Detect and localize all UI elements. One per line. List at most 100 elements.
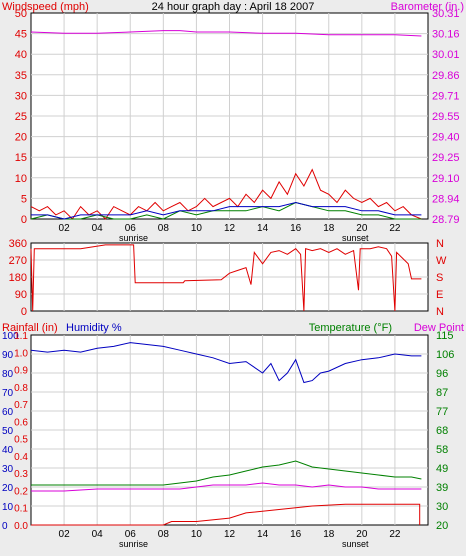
temperature-tick-label: 106 xyxy=(436,349,454,361)
wind-tick-label: 15 xyxy=(15,152,27,164)
rainfall-tick-label: 1.1 xyxy=(14,331,28,342)
x-tick-label: 16 xyxy=(290,223,302,234)
humidity-tick-label: 10 xyxy=(2,502,14,513)
temperature-tick-label: 96 xyxy=(436,368,448,380)
x-tick-label: 06 xyxy=(125,529,137,540)
compass-label: N xyxy=(436,306,444,318)
wind-line-3 xyxy=(31,201,422,220)
rainfall-label: Rainfall (in) xyxy=(2,322,58,334)
direction-tick-label: 90 xyxy=(15,289,27,301)
x-tick-label: 04 xyxy=(92,529,104,540)
humidity-tick-label: 50 xyxy=(2,426,14,437)
rainfall-tick-label: 0.4 xyxy=(14,452,28,463)
dewpoint-label: Dew Point xyxy=(414,322,464,334)
barometer-tick-label: 29.10 xyxy=(432,173,460,185)
wind-tick-label: 45 xyxy=(15,29,27,41)
humidity-label: Humidity % xyxy=(66,322,122,334)
wind-tick-label: 25 xyxy=(15,111,27,123)
wind-tick-label: 30 xyxy=(15,90,27,102)
temperature-tick-label: 49 xyxy=(436,463,448,475)
barometer-line xyxy=(30,30,422,37)
sunrise-label: sunrise xyxy=(119,539,148,549)
humidity-tick-label: 70 xyxy=(2,388,14,399)
compass-label: S xyxy=(436,272,443,284)
x-tick-label: 10 xyxy=(191,529,203,540)
x-tick-label: 20 xyxy=(356,223,368,234)
grid-layer xyxy=(31,13,428,525)
sunset-label: sunset xyxy=(342,539,369,549)
x-tick-label: 18 xyxy=(323,529,335,540)
direction-tick-label: 360 xyxy=(9,238,27,250)
compass-label: N xyxy=(436,238,444,250)
temperature-tick-label: 115 xyxy=(436,330,454,342)
humidity-tick-label: 100 xyxy=(2,331,19,342)
barometer-tick-label: 30.16 xyxy=(432,29,460,41)
rainfall-tick-label: 0.6 xyxy=(14,417,28,428)
rainfall-tick-label: 0.3 xyxy=(14,469,28,480)
rainfall-tick-label: 0.0 xyxy=(14,521,28,532)
wind-line-2 xyxy=(30,201,422,220)
x-tick-label: 14 xyxy=(257,529,269,540)
x-tick-label: 06 xyxy=(125,223,137,234)
x-tick-label: 10 xyxy=(191,223,203,234)
compass-label: E xyxy=(436,289,443,301)
x-tick-label: 02 xyxy=(59,223,71,234)
x-tick-label: 22 xyxy=(389,529,401,540)
x-tick-label: 16 xyxy=(290,529,302,540)
rainfall-tick-label: 0.9 xyxy=(14,366,28,377)
humidity-tick-label: 40 xyxy=(2,445,14,456)
temperature-tick-label: 68 xyxy=(436,425,448,437)
barometer-tick-label: 28.79 xyxy=(432,214,460,226)
wind-tick-label: 40 xyxy=(15,49,27,61)
x-tick-label: 08 xyxy=(158,529,170,540)
temp-line xyxy=(31,482,422,492)
temp-line xyxy=(31,460,422,486)
sunset-label: sunset xyxy=(342,233,369,243)
humidity-line xyxy=(30,342,422,384)
rainfall-tick-label: 0.1 xyxy=(14,504,28,515)
temperature-tick-label: 77 xyxy=(436,406,448,418)
barometer-label: Barometer (in.) xyxy=(391,1,464,13)
rainfall-tick-label: 0.2 xyxy=(14,486,28,497)
humidity-tick-label: 20 xyxy=(2,483,14,494)
humidity-tick-label: 80 xyxy=(2,369,14,380)
humidity-tick-label: 30 xyxy=(2,464,14,475)
humidity-tick-label: 90 xyxy=(2,350,14,361)
temperature-tick-label: 87 xyxy=(436,387,448,399)
barometer-tick-label: 29.40 xyxy=(432,132,460,144)
rainfall-tick-label: 0.7 xyxy=(14,400,28,411)
sunrise-label: sunrise xyxy=(119,233,148,243)
wind-direction-line xyxy=(30,244,422,312)
temperature-tick-label: 20 xyxy=(436,520,448,532)
barometer-tick-label: 29.25 xyxy=(432,152,460,164)
x-tick-label: 18 xyxy=(323,223,335,234)
x-tick-label: 12 xyxy=(224,529,236,540)
barometer-tick-label: 29.55 xyxy=(432,111,460,123)
temperature-tick-label: 58 xyxy=(436,444,448,456)
axis-layer: 0 28.79 5 28.94 10 29.10 15 29.25 20 29.40 25 29.55… xyxy=(2,8,460,549)
rainfall-tick-label: 0.8 xyxy=(14,383,28,394)
x-tick-label: 22 xyxy=(389,223,401,234)
x-tick-label: 04 xyxy=(92,223,104,234)
barometer-tick-label: 29.71 xyxy=(432,90,460,102)
barometer-tick-label: 30.01 xyxy=(432,49,460,61)
graph-title: 24 hour graph day : April 18 2007 xyxy=(152,1,315,13)
temperature-tick-label: 39 xyxy=(436,482,448,494)
wind-tick-label: 5 xyxy=(21,193,27,205)
barometer-tick-label: 28.94 xyxy=(432,193,460,205)
rainfall-tick-label: 1.0 xyxy=(14,348,28,359)
x-tick-label: 12 xyxy=(224,223,236,234)
series-layer xyxy=(30,30,422,526)
wind-line-1 xyxy=(30,168,422,220)
wind-tick-label: 50 xyxy=(15,8,27,20)
windspeed-label: Windspeed (mph) xyxy=(2,1,89,13)
direction-tick-label: 0 xyxy=(21,306,27,318)
wind-tick-label: 0 xyxy=(21,214,27,226)
humidity-tick-label: 60 xyxy=(2,407,14,418)
temperature-tick-label: 30 xyxy=(436,501,448,513)
x-tick-label: 02 xyxy=(59,529,71,540)
x-tick-label: 20 xyxy=(356,529,368,540)
wind-tick-label: 10 xyxy=(15,173,27,185)
